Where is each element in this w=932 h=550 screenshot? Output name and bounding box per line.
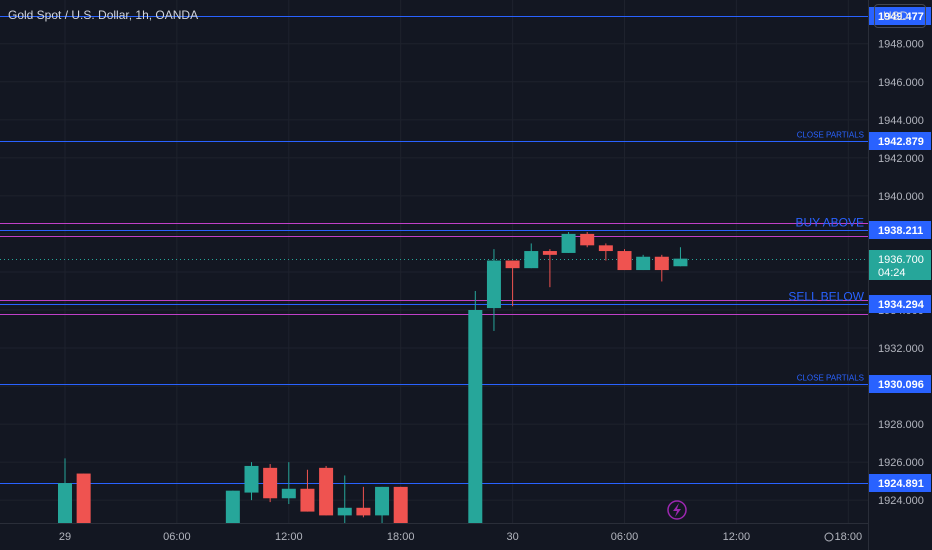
candle-body[interactable] [542, 251, 557, 255]
lightning-icon[interactable] [667, 500, 687, 520]
price-tick-label: 1946.000 [878, 77, 924, 89]
price-tick-label: 1924.000 [878, 495, 924, 507]
level-annotation: BUY ABOVE [796, 216, 864, 230]
lightning-bolt-icon [673, 503, 681, 517]
candle-body[interactable] [76, 473, 91, 523]
level-price-badge[interactable] [869, 474, 931, 492]
level-price-label: 1924.891 [878, 478, 924, 490]
level-annotation: CLOSE PARTIALS [797, 374, 864, 383]
candle-body[interactable] [58, 483, 72, 523]
candle-body[interactable] [356, 507, 371, 516]
level-price-badge[interactable] [869, 375, 931, 393]
candle-body[interactable] [524, 251, 539, 269]
gear-icon[interactable] [824, 532, 834, 542]
price-tick-label: 1932.000 [878, 343, 924, 355]
candle-body[interactable] [281, 488, 296, 499]
candle-body[interactable] [244, 465, 259, 493]
level-price-badge[interactable] [869, 295, 931, 313]
candle-body[interactable] [263, 467, 278, 499]
currency-button[interactable]: USD [874, 4, 926, 28]
level-price-badge[interactable] [869, 7, 931, 25]
level-annotation: CLOSE PARTIALS [797, 131, 864, 140]
current-price-label: 1936.700 [878, 254, 924, 266]
level-annotation: SELL BELOW [788, 290, 864, 304]
level-price-label: 1942.879 [878, 136, 924, 148]
time-tick-label: 06:00 [611, 531, 639, 543]
candle-body[interactable] [337, 507, 352, 516]
candle-body[interactable] [561, 233, 576, 253]
level-price-badge[interactable] [869, 132, 931, 150]
level-price-label: 1934.294 [878, 299, 925, 311]
candle-body[interactable] [580, 233, 595, 246]
candle-body[interactable] [505, 260, 520, 269]
candle-body[interactable] [319, 467, 334, 516]
candle-body[interactable] [636, 256, 651, 271]
candle-body[interactable] [225, 490, 240, 523]
time-tick-label: 18:00 [835, 531, 863, 543]
time-tick-label: 29 [59, 531, 71, 543]
level-price-badge[interactable] [869, 221, 931, 239]
level-price-label: 1938.211 [878, 225, 923, 237]
candle-body[interactable] [393, 486, 408, 523]
candle-body[interactable] [468, 309, 483, 523]
price-tick-label: 1942.000 [878, 153, 924, 165]
price-tick-label: 1940.000 [878, 191, 924, 203]
time-tick-label: 12:00 [723, 531, 751, 543]
current-price-badge [869, 250, 931, 280]
time-tick-label: 30 [506, 531, 518, 543]
bar-countdown-label: 04:24 [878, 267, 906, 279]
candle-body[interactable] [673, 258, 688, 267]
symbol-title: Gold Spot / U.S. Dollar, 1h, OANDA [8, 8, 199, 22]
candle-body[interactable] [617, 251, 632, 271]
price-tick-label: 1928.000 [878, 419, 924, 431]
level-price-label: 1930.096 [878, 379, 924, 391]
time-tick-label: 18:00 [387, 531, 415, 543]
price-tick-label: 1926.000 [878, 457, 924, 469]
candle-body[interactable] [598, 245, 613, 252]
time-axis[interactable] [0, 523, 868, 550]
candle-body[interactable] [375, 486, 390, 516]
time-tick-label: 12:00 [275, 531, 303, 543]
candle-body[interactable] [654, 256, 669, 271]
time-tick-label: 06:00 [163, 531, 191, 543]
candle-body[interactable] [486, 260, 501, 309]
price-tick-label: 1948.000 [878, 39, 924, 51]
price-tick-label: 1944.000 [878, 115, 924, 127]
candle-body[interactable] [300, 488, 315, 512]
level-price-label: 1949.477 [878, 11, 924, 23]
